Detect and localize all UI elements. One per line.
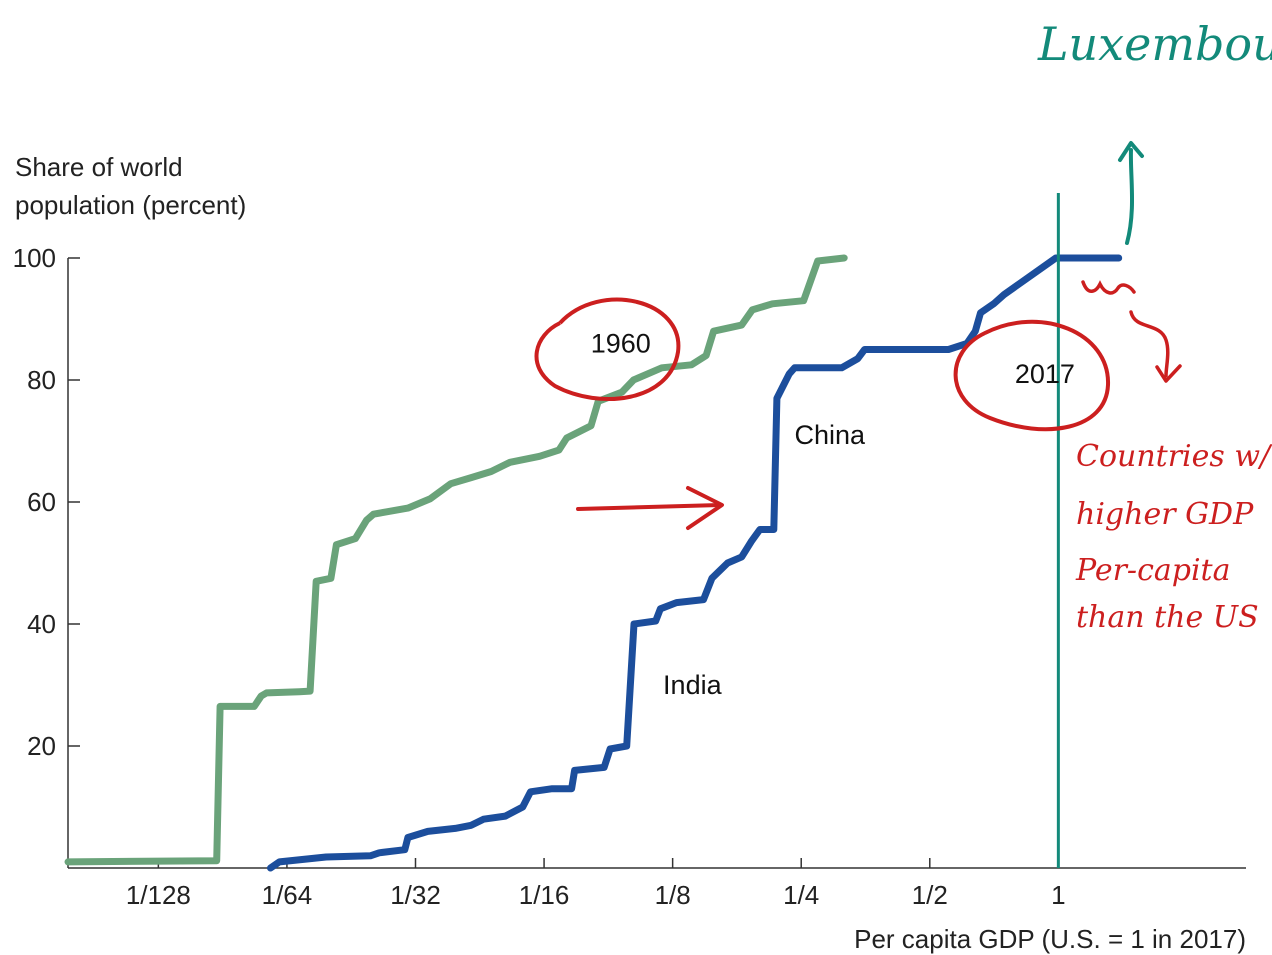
x-tick-label: 1/16 [519, 880, 570, 910]
x-axis-title: Per capita GDP (U.S. = 1 in 2017) [854, 924, 1246, 954]
chart-label-1960: 1960 [591, 329, 651, 359]
chart-label-india: India [663, 670, 723, 700]
x-tick-label: 1/2 [912, 880, 948, 910]
series-lines [64, 193, 1123, 872]
red-circle-2017 [953, 319, 1111, 432]
red-arrow-shaft [576, 503, 722, 511]
y-tick-label: 40 [27, 609, 56, 639]
teal-arrow-shaft [1125, 148, 1135, 245]
red-curved-arrow-head [1155, 364, 1182, 383]
handwritten-note-line: Per-capita [1075, 553, 1231, 588]
handwritten-note-line: Countries w/ [1076, 439, 1272, 474]
x-tick-label: 1/8 [655, 880, 691, 910]
handwritten-annotations: Luxembourgh Countries w/higher GDP Per-cap… [534, 17, 1272, 635]
handwritten-note-line: than the US [1076, 600, 1259, 635]
x-tick-label: 1/32 [390, 880, 441, 910]
chart-label-china: China [794, 420, 866, 450]
y-axis-title-line-2: population (percent) [15, 190, 246, 220]
y-tick-label: 100 [13, 243, 56, 273]
x-tick-label: 1 [1051, 880, 1065, 910]
y-tick-label: 60 [27, 487, 56, 517]
teal-arrow-head [1118, 141, 1144, 162]
y-tick-label: 20 [27, 731, 56, 761]
handwritten-note-line: higher GDP [1076, 497, 1254, 532]
x-tick-label: 1/4 [783, 880, 819, 910]
chart-label-2017: 2017 [1015, 359, 1075, 389]
y-tick-label: 80 [27, 365, 56, 395]
x-tick-label: 1/64 [262, 880, 313, 910]
y-axis-title-line-1: Share of world [15, 152, 183, 182]
series-line-1960 [64, 254, 848, 866]
red-curved-arrow [1129, 310, 1170, 378]
handwritten-title-luxembourgh: Luxembourgh [1037, 17, 1272, 71]
series-labels: 1960 2017 China India [591, 329, 1075, 701]
red-squiggle [1081, 280, 1136, 295]
red-arrow-head [686, 486, 724, 530]
x-tick-label: 1/128 [126, 880, 191, 910]
series-line-2017 [267, 254, 1123, 872]
red-circle-1960 [534, 297, 681, 402]
